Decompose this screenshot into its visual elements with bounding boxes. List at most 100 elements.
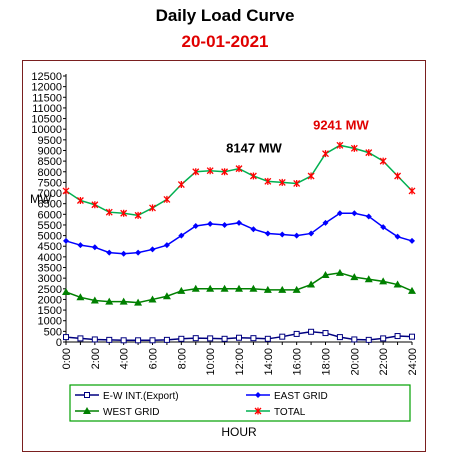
e-w-int-export-point (149, 337, 156, 344)
y-tick-label: 2000 (38, 294, 62, 306)
east-grid-point (63, 237, 69, 244)
total-point (105, 208, 113, 216)
x-tick-label: 8:00 (176, 348, 188, 369)
e-w-int-export-point (178, 335, 185, 342)
e-w-int-export-point (163, 336, 170, 343)
legend-swatch-marker (255, 392, 261, 398)
west-grid-point (364, 275, 373, 283)
e-w-int-export-point (365, 336, 372, 343)
total-point (206, 167, 214, 175)
y-tick-label: 1000 (38, 316, 62, 328)
y-tick-label: 3000 (38, 273, 62, 285)
east-grid-point (149, 246, 156, 253)
west-grid-point (62, 287, 70, 295)
west-grid-point (148, 295, 157, 303)
x-tick-label: 6:00 (148, 348, 160, 369)
chart-frame (22, 60, 426, 452)
x-tick-label: 0:00 (61, 348, 73, 369)
west-grid-point (220, 284, 229, 292)
y-tick-label: 4000 (38, 252, 62, 264)
west-grid-point (379, 277, 388, 285)
y-tick-label: 8500 (38, 156, 62, 168)
west-grid-point (162, 292, 171, 300)
east-grid-point (192, 223, 199, 230)
west-grid-point (278, 285, 287, 293)
east-grid-line (65, 212, 413, 255)
east-grid-point (279, 231, 286, 238)
total-line (65, 144, 413, 217)
east-grid-point (207, 220, 214, 227)
east-grid-point (308, 230, 315, 237)
x-tick-label: 20:00 (349, 348, 361, 376)
east-grid-point (135, 249, 142, 256)
west-grid-point (393, 280, 402, 288)
west-grid-point (307, 280, 316, 288)
west-grid-point (191, 284, 200, 292)
west-grid-point (263, 285, 272, 293)
east-grid-point (236, 219, 242, 226)
y-tick-label: 6000 (38, 209, 62, 221)
total-point (134, 211, 142, 219)
west-grid-point (321, 270, 330, 278)
west-grid-point (105, 297, 114, 305)
legend-label: WEST GRID (103, 407, 159, 418)
x-tick-label: 4:00 (119, 348, 131, 369)
annotation-label: 8147 MW (226, 141, 282, 156)
total-point (76, 196, 84, 204)
e-w-int-export-point (336, 334, 343, 341)
east-grid-point (163, 242, 170, 249)
y-tick-label: 0 (56, 337, 62, 349)
e-w-int-export-point (293, 330, 300, 337)
total-point (365, 149, 373, 157)
east-grid-point (120, 250, 127, 257)
legend-label: EAST GRID (274, 391, 328, 402)
y-tick-label: 5000 (38, 231, 62, 243)
west-grid-point (292, 285, 301, 293)
y-tick-label: 11000 (32, 103, 62, 115)
e-w-int-export-point (380, 335, 387, 342)
east-grid-point (91, 244, 98, 251)
total-point (307, 172, 315, 180)
y-tick-label: 2500 (38, 284, 62, 296)
e-w-int-export-point (236, 334, 242, 341)
x-tick-label: 22:00 (378, 348, 390, 376)
total-point (62, 187, 70, 195)
e-w-int-export-point (207, 335, 214, 342)
y-tick-label: 5500 (38, 220, 62, 232)
east-grid-point (380, 224, 387, 231)
east-grid-point (365, 213, 372, 220)
west-grid-point (249, 284, 258, 292)
west-grid-point (90, 296, 99, 304)
east-grid-point (178, 232, 185, 239)
y-tick-label: 3500 (38, 263, 62, 275)
west-grid-point (350, 273, 359, 281)
west-grid-point (119, 297, 128, 305)
total-point (120, 209, 128, 217)
y-tick-label: 9000 (38, 145, 62, 157)
y-tick-label: 9500 (38, 135, 62, 147)
chart-title: Daily Load Curve (155, 6, 295, 25)
chart-subtitle: 20-01-2021 (181, 32, 269, 51)
total-point (221, 168, 229, 176)
x-tick-label: 16:00 (292, 348, 304, 376)
x-tick-label: 2:00 (90, 348, 102, 369)
e-w-int-export-point (135, 337, 142, 344)
e-w-int-export-point (250, 335, 257, 342)
e-w-int-export-point (394, 333, 401, 340)
y-tick-label: 10000 (31, 124, 62, 136)
y-tick-label: 12000 (31, 82, 62, 94)
e-w-int-export-point (77, 335, 84, 342)
x-tick-label: 14:00 (263, 348, 275, 376)
y-tick-label: 8000 (38, 167, 62, 179)
e-w-int-export-point (192, 335, 199, 342)
total-point (163, 195, 171, 203)
e-w-int-export-point (351, 336, 358, 343)
y-tick-label: 500 (44, 326, 62, 338)
x-tick-label: 24:00 (407, 348, 419, 376)
west-grid-point (206, 284, 215, 292)
e-w-int-export-point (308, 328, 315, 335)
legend-label: E-W INT.(Export) (103, 391, 179, 402)
east-grid-point (264, 230, 271, 237)
west-grid-point (76, 293, 85, 301)
